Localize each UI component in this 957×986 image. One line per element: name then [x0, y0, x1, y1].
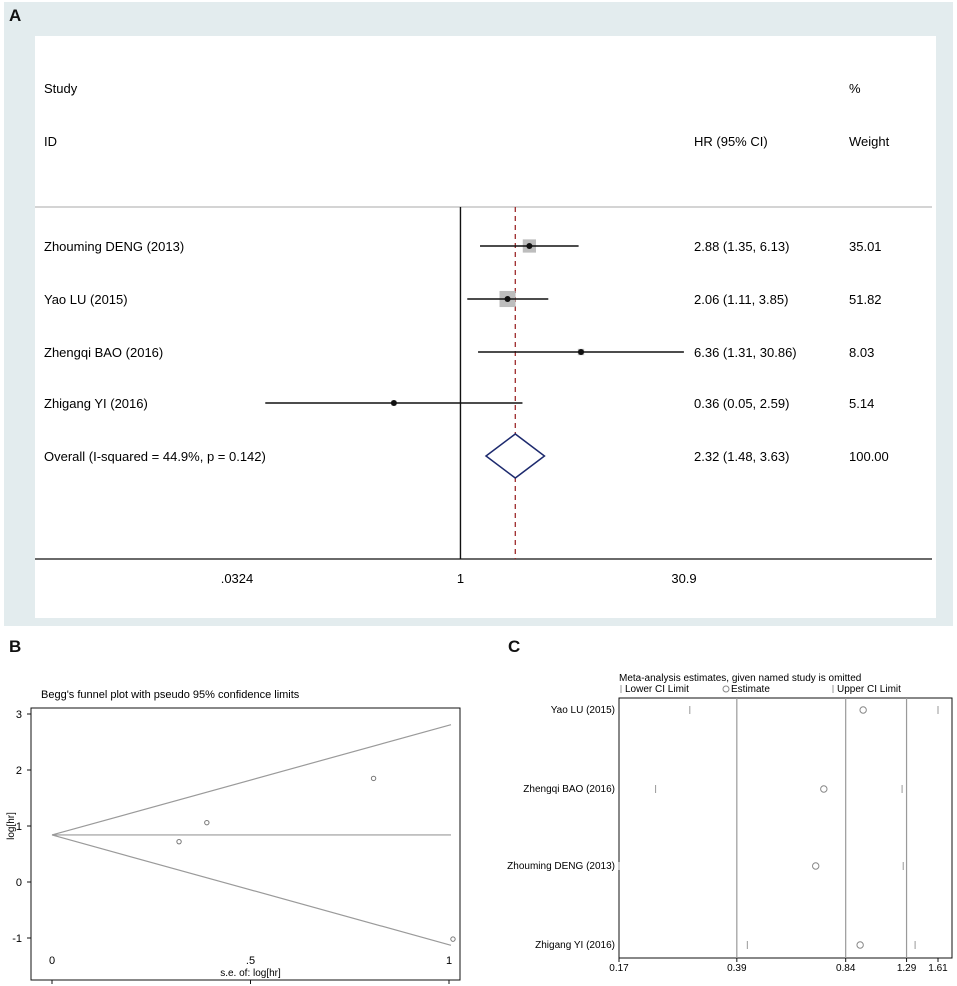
forest-plot-area	[35, 36, 936, 618]
omitted-study-label: Zhengqi BAO (2016)	[523, 784, 615, 795]
legend-estimate-label: Estimate	[731, 684, 770, 695]
legend-lower-label: Lower CI Limit	[625, 684, 689, 695]
weight-value: 35.01	[849, 239, 882, 254]
weight-value: 8.03	[849, 345, 874, 360]
plot-frame	[618, 697, 953, 959]
point-estimate	[390, 400, 397, 406]
x-tick-label: 1.29	[897, 963, 917, 974]
point-estimate	[504, 296, 511, 302]
x-tick-label: 0.39	[727, 963, 747, 974]
weight-value: 5.14	[849, 396, 874, 411]
panel-c-label: C	[508, 637, 521, 656]
panel-a	[4, 2, 953, 626]
x-axis-label: s.e. of: log[hr]	[220, 968, 281, 979]
funnel-point	[176, 838, 182, 845]
y-tick-label: 0	[16, 877, 22, 889]
y-tick-label: 2	[16, 765, 22, 777]
lower-confidence-limit	[51, 834, 452, 946]
x-tick-label: 0.84	[836, 963, 856, 974]
x-tick-label: 30.9	[671, 571, 696, 586]
header-id: ID	[44, 134, 57, 149]
header-study: Study	[44, 81, 78, 96]
overall-hr-value: 2.32 (1.48, 3.63)	[694, 449, 789, 464]
header-weight: Weight	[849, 134, 890, 149]
y-tick-label: -1	[12, 933, 22, 945]
weight-value: 51.82	[849, 292, 882, 307]
study-label: Zhengqi BAO (2016)	[44, 345, 163, 360]
x-tick-label: 1	[446, 955, 452, 967]
x-tick-label: .0324	[221, 571, 254, 586]
study-label: Zhouming DENG (2013)	[44, 239, 184, 254]
header-hr: HR (95% CI)	[694, 134, 768, 149]
plot-frame	[30, 707, 461, 981]
estimate-marker	[820, 785, 828, 793]
overall-diamond	[484, 433, 546, 479]
estimate-marker	[856, 941, 864, 949]
x-tick-label: 0.17	[609, 963, 629, 974]
header-percent: %	[849, 81, 861, 96]
overall-label: Overall (I-squared = 44.9%, p = 0.142)	[44, 449, 266, 464]
funnel-title: Begg's funnel plot with pseudo 95% confi…	[41, 689, 300, 701]
sensitivity-title: Meta-analysis estimates, given named stu…	[619, 673, 861, 684]
x-tick-label: 1.61	[928, 963, 948, 974]
funnel-point	[370, 775, 377, 782]
upper-confidence-limit	[51, 724, 452, 836]
study-label: Yao LU (2015)	[44, 292, 128, 307]
y-tick-label: 1	[16, 821, 22, 833]
panel-b-label: B	[9, 637, 22, 656]
omitted-study-label: Yao LU (2015)	[551, 705, 615, 716]
funnel-point	[204, 819, 210, 826]
legend-upper-label: Upper CI Limit	[837, 684, 901, 695]
y-axis-label: log[hr]	[6, 812, 17, 840]
estimate-marker	[812, 862, 820, 870]
x-tick-label: 1	[457, 571, 464, 586]
point-estimate	[578, 349, 585, 355]
hr-ci-value: 2.06 (1.11, 3.85)	[694, 292, 788, 307]
legend-estimate-marker	[722, 685, 730, 693]
x-tick-label: 0	[49, 955, 55, 967]
point-estimate	[526, 243, 533, 249]
overall-weight-value: 100.00	[849, 449, 889, 464]
hr-ci-value: 2.88 (1.35, 6.13)	[694, 239, 789, 254]
x-tick-label: .5	[246, 955, 255, 967]
hr-ci-value: 0.36 (0.05, 2.59)	[694, 396, 789, 411]
study-label: Zhigang YI (2016)	[44, 396, 148, 411]
omitted-study-label: Zhigang YI (2016)	[535, 940, 615, 951]
estimate-marker	[859, 706, 867, 714]
panel-a-label: A	[9, 6, 22, 25]
y-tick-label: 3	[16, 709, 22, 721]
hr-ci-value: 6.36 (1.31, 30.86)	[694, 345, 797, 360]
funnel-point	[450, 936, 456, 942]
omitted-study-label: Zhouming DENG (2013)	[507, 861, 615, 872]
